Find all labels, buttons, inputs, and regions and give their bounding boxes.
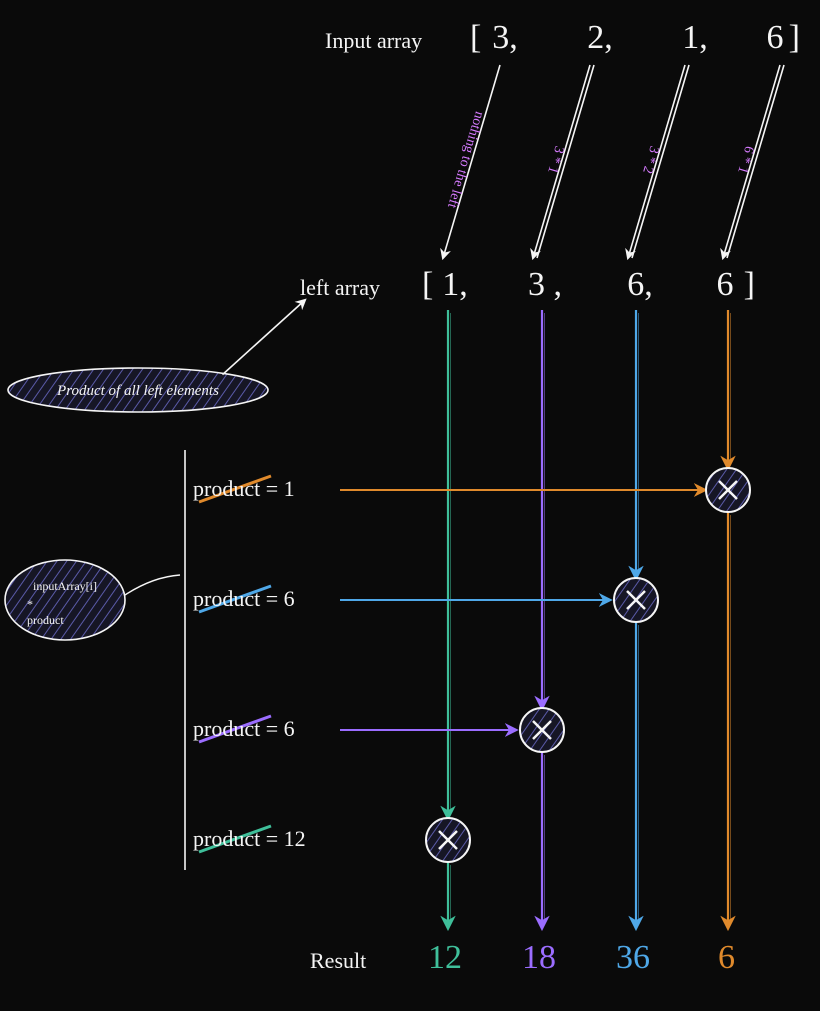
input-array-close-bracket: ]	[789, 19, 800, 56]
result-value-2: 36	[616, 939, 650, 976]
product-step-label-2: product = 6	[193, 716, 295, 741]
left-array-open-bracket: [	[422, 266, 433, 303]
input-array-item-1: 2,	[587, 19, 613, 56]
left-array-item-1: 3 ,	[528, 266, 562, 303]
input-array-label: Input array	[325, 28, 422, 53]
left-ellipse-text: Product of all left elements	[56, 383, 219, 399]
formula-line3: product	[27, 613, 64, 627]
formula-line2: *	[27, 597, 33, 611]
formula-line1: inputArray[i]	[33, 579, 97, 593]
product-step-label-1: product = 6	[193, 586, 295, 611]
left-array-item-0: 1,	[442, 266, 468, 303]
left-array-item-3: 6	[717, 266, 734, 303]
background	[0, 0, 820, 1011]
product-step-label-0: product = 1	[193, 476, 295, 501]
input-array-item-0: 3,	[492, 19, 518, 56]
result-label: Result	[310, 948, 366, 973]
input-array-open-bracket: [	[470, 19, 481, 56]
result-value-1: 18	[522, 939, 556, 976]
left-array-item-2: 6,	[627, 266, 653, 303]
input-array-item-2: 1,	[682, 19, 708, 56]
product-step-label-3: product = 12	[193, 826, 306, 851]
result-value-3: 6	[718, 939, 735, 976]
result-value-0: 12	[428, 939, 462, 976]
left-array-label: left array	[300, 275, 380, 300]
input-array-item-3: 6	[767, 19, 784, 56]
left-array-close-bracket: ]	[744, 266, 755, 303]
